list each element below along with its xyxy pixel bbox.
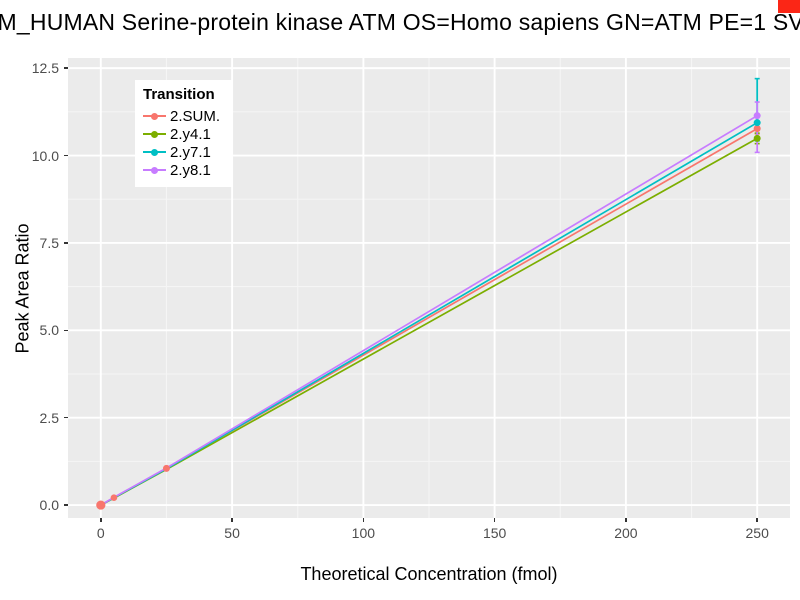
x-tick-mark (231, 518, 233, 522)
x-tick-label: 50 (224, 525, 240, 541)
data-point (162, 464, 170, 472)
x-tick-label: 150 (482, 525, 507, 541)
legend-key-icon (143, 127, 166, 141)
data-point (753, 119, 761, 127)
legend-key-icon (143, 109, 166, 123)
y-tick-mark (64, 416, 68, 419)
legend-entry-label: 2.y7.1 (170, 143, 211, 161)
x-tick-mark (362, 518, 365, 522)
x-tick-label: 200 (614, 525, 638, 541)
x-tick-mark (756, 518, 758, 522)
y-tick-mark (64, 242, 68, 244)
y-tick-label: 10.0 (31, 147, 59, 164)
y-tick-label: 5.0 (39, 322, 59, 339)
x-tick-label: 250 (745, 525, 769, 541)
y-tick-mark (64, 329, 68, 331)
legend-entry-label: 2.y4.1 (170, 125, 211, 143)
y-tick-label: 0.0 (39, 497, 59, 514)
data-point (753, 125, 761, 133)
legend-entry: 2.SUM. (143, 107, 220, 125)
legend-title: Transition (143, 86, 215, 103)
data-point (753, 134, 761, 142)
plot-canvas (68, 58, 790, 518)
corner-red-marker (778, 0, 800, 13)
legend-key-dot (151, 130, 158, 138)
legend: Transition 2.SUM. 2.y4.1 2.y7.1 2.y8.1 (135, 80, 233, 187)
legend-entry-label: 2.y8.1 (170, 161, 211, 179)
data-point (96, 500, 106, 510)
x-tick-mark (625, 518, 627, 522)
legend-key-dot (151, 166, 158, 174)
y-tick-label: 12.5 (31, 60, 59, 77)
x-tick-label: 100 (351, 525, 376, 541)
y-tick-mark (64, 504, 68, 506)
legend-entry: 2.y8.1 (143, 161, 220, 179)
y-tick-label: 7.5 (39, 234, 59, 251)
chart-title-text: ATM_HUMAN Serine-protein kinase ATM OS=H… (0, 9, 800, 35)
y-tick-label: 2.5 (39, 409, 59, 426)
legend-key-icon (143, 163, 166, 177)
chart-title: ATM_HUMAN Serine-protein kinase ATM OS=H… (0, 9, 800, 39)
x-axis-title: Theoretical Concentration (fmol) (300, 564, 558, 584)
y-axis-ticks: 0.0 2.5 5.0 7.5 10.0 12.5 (0, 58, 68, 518)
legend-entry-label: 2.SUM. (170, 107, 221, 125)
legend-key-dot (151, 148, 158, 156)
x-axis-ticks: 0 50 100 150 200 250 (68, 518, 790, 544)
y-tick-mark (64, 67, 68, 69)
x-tick-mark (100, 518, 102, 522)
legend-entry: 2.y4.1 (143, 125, 220, 143)
series-line (100, 114, 758, 506)
x-tick-mark (493, 518, 496, 522)
y-tick-mark (64, 154, 68, 157)
x-tick-label: 0 (96, 525, 105, 541)
legend-key-icon (143, 145, 166, 159)
legend-items: 2.SUM. 2.y4.1 2.y7.1 2.y8.1 (143, 107, 220, 179)
legend-entry: 2.y7.1 (143, 143, 220, 161)
plot-panel (68, 58, 790, 518)
data-point (110, 494, 118, 502)
legend-key-dot (151, 112, 158, 120)
data-point (753, 112, 761, 120)
